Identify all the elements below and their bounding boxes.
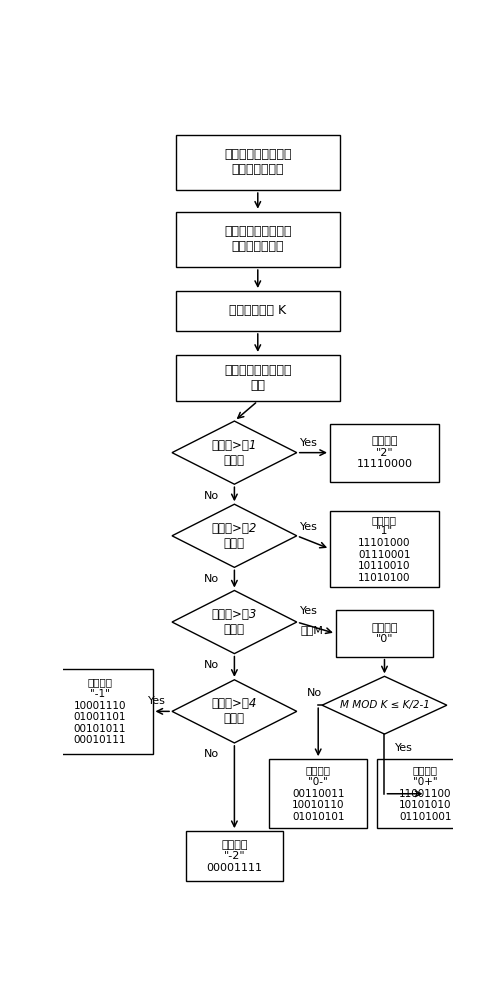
Bar (377, 759, 474, 828)
Bar (47, 669, 152, 754)
Bar (270, 759, 367, 828)
Text: 调制波>第1
三角波: 调制波>第1 三角波 (212, 439, 257, 467)
Polygon shape (172, 504, 297, 567)
Text: Yes: Yes (395, 743, 413, 753)
Text: 调制波>第2
三角波: 调制波>第2 三角波 (212, 522, 257, 550)
Polygon shape (172, 680, 297, 743)
Text: 开关状态
"1"
11101000
01110001
10110010
11010100: 开关状态 "1" 11101000 01110001 10110010 1101… (358, 515, 411, 583)
Text: 调制波>第3
三角波: 调制波>第3 三角波 (212, 608, 257, 636)
Bar (330, 511, 439, 587)
Text: 调制波与四层三角波
比较: 调制波与四层三角波 比较 (224, 364, 292, 392)
Text: No: No (203, 491, 219, 501)
Text: No: No (203, 574, 219, 584)
Bar (336, 610, 433, 657)
Bar (176, 212, 340, 267)
Text: Yes: Yes (299, 606, 317, 616)
Text: Yes: Yes (299, 522, 317, 532)
Text: 开关状态
"2"
11110000: 开关状态 "2" 11110000 (357, 436, 412, 469)
Text: 开关状态
"0": 开关状态 "0" (371, 623, 398, 644)
Text: 计数M: 计数M (301, 625, 324, 635)
Bar (176, 355, 340, 401)
Text: 计算预设参数 K: 计算预设参数 K (229, 304, 286, 317)
Text: 产生恒定正弦调制波
及四层三角载波: 产生恒定正弦调制波 及四层三角载波 (224, 225, 292, 253)
Bar (330, 424, 439, 482)
Text: 开关状态
"0-"
00110011
10010110
01010101: 开关状态 "0-" 00110011 10010110 01010101 (292, 766, 345, 822)
Text: 开关状态
"-1"
10001110
01001101
00101011
00010111: 开关状态 "-1" 10001110 01001101 00101011 000… (73, 677, 126, 745)
Text: 开关状态
"0+"
11001100
10101010
01101001: 开关状态 "0+" 11001100 10101010 01101001 (399, 766, 452, 822)
Text: 开关状态
"-2"
00001111: 开关状态 "-2" 00001111 (206, 840, 263, 873)
Polygon shape (172, 421, 297, 484)
Polygon shape (172, 590, 297, 654)
Text: No: No (203, 749, 219, 759)
Text: 设定逆变器电平状态
及开关状态组合: 设定逆变器电平状态 及开关状态组合 (224, 148, 292, 176)
Bar (176, 135, 340, 190)
Text: Yes: Yes (147, 696, 165, 706)
Text: M MOD K ≤ K/2-1: M MOD K ≤ K/2-1 (340, 700, 430, 710)
Text: Yes: Yes (299, 438, 317, 448)
Bar (176, 291, 340, 331)
Text: No: No (307, 688, 322, 698)
Text: 调制波>第4
三角波: 调制波>第4 三角波 (212, 697, 257, 725)
Text: No: No (203, 660, 219, 670)
Bar (186, 831, 283, 881)
Polygon shape (322, 676, 447, 734)
